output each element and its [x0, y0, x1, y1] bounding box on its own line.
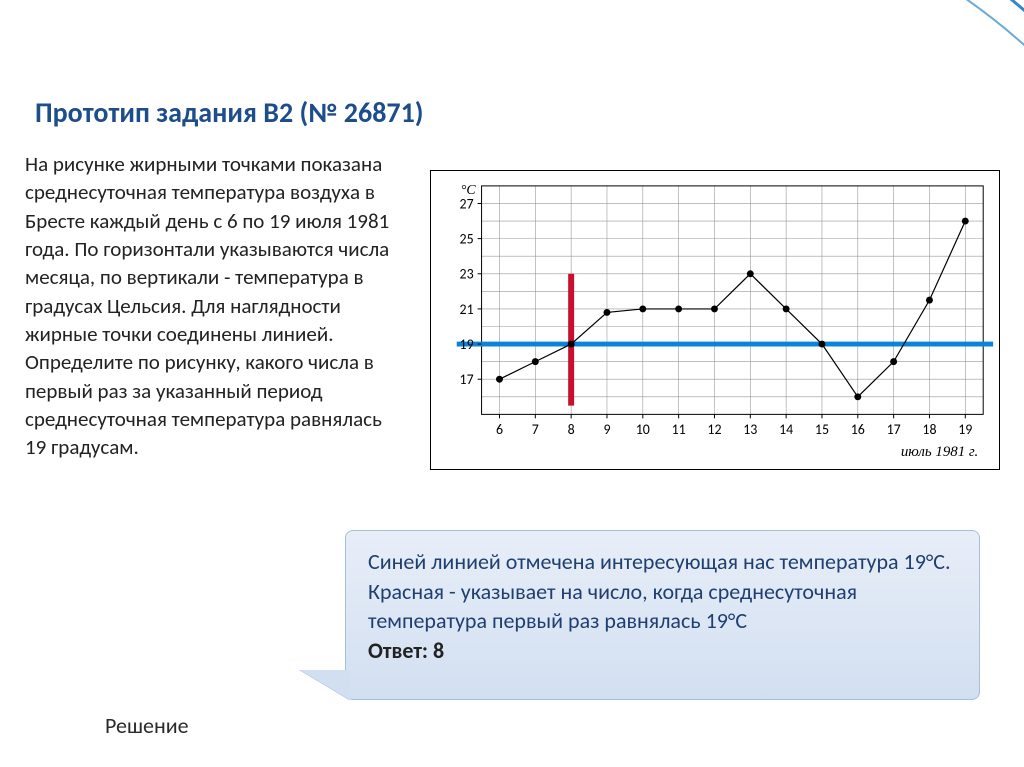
solution-label: Решение [105, 712, 189, 739]
explanation-callout: Синей линией отмечена интересующая нас т… [345, 530, 980, 700]
answer-label: Ответ: [368, 637, 433, 664]
svg-text:6: 6 [496, 421, 503, 438]
svg-text:18: 18 [922, 421, 936, 438]
svg-text:июль 1981 г.: июль 1981 г. [901, 444, 978, 460]
svg-text:27: 27 [460, 195, 474, 212]
answer-value: 8 [433, 637, 444, 664]
svg-text:12: 12 [707, 421, 721, 438]
svg-text:7: 7 [532, 421, 539, 438]
svg-text:15: 15 [815, 421, 829, 438]
svg-text:10: 10 [636, 421, 650, 438]
svg-text:11: 11 [672, 421, 686, 438]
svg-text:25: 25 [460, 231, 474, 248]
problem-text: На рисунке жирными точками показана сред… [25, 150, 395, 462]
svg-text:8: 8 [568, 421, 575, 438]
svg-text:19: 19 [958, 421, 972, 438]
svg-text:9: 9 [603, 421, 610, 438]
svg-text:14: 14 [779, 421, 793, 438]
callout-text: Синей линией отмечена интересующая нас т… [368, 548, 951, 634]
svg-text:13: 13 [743, 421, 757, 438]
svg-text:16: 16 [851, 421, 865, 438]
svg-text:21: 21 [460, 301, 474, 318]
page-title: Прототип задания B2 (№ 26871) [35, 95, 424, 130]
svg-text:23: 23 [460, 266, 474, 283]
svg-text:19: 19 [460, 336, 474, 353]
svg-text:17: 17 [887, 421, 901, 438]
chart-svg: 17 19 21 23 25 27°C 6 7 8 9 10 11 12 13 14 15 16 17 18 19 ию… [431, 171, 999, 469]
svg-text:°C: °C [461, 183, 477, 198]
svg-text:17: 17 [460, 371, 474, 388]
callout-tail [300, 670, 350, 700]
temperature-chart: 17 19 21 23 25 27°C 6 7 8 9 10 11 12 13 14 15 16 17 18 19 ию… [430, 170, 1000, 470]
